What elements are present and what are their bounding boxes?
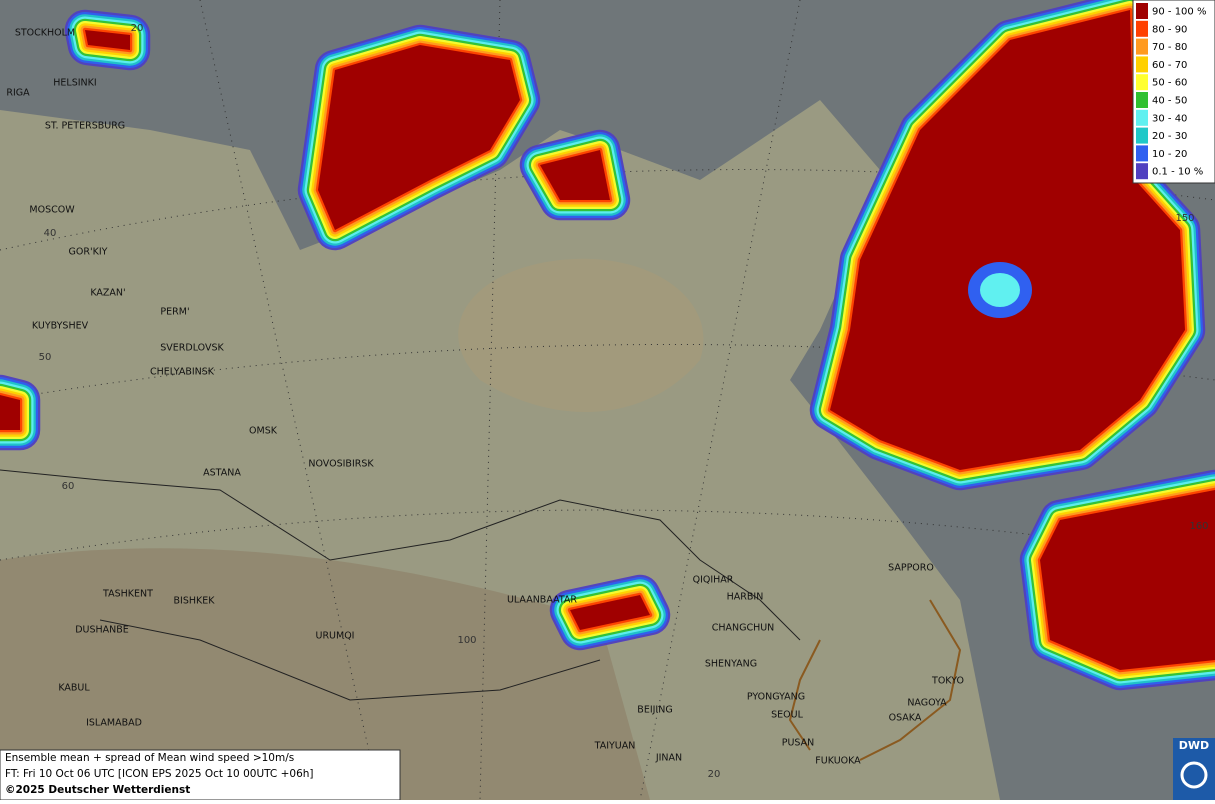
graticule-label: 20 (708, 769, 721, 780)
legend-swatch (1136, 3, 1148, 19)
graticule-label: 100 (457, 635, 476, 646)
legend-label: 50 - 60 (1152, 78, 1187, 89)
wind-field (0, 10, 1215, 670)
city-label: TOKYO (931, 676, 964, 687)
legend-label: 90 - 100 % (1152, 7, 1206, 18)
city-label: PYONGYANG (747, 692, 805, 703)
city-label: BISHKEK (174, 596, 216, 607)
city-label: KUYBYSHEV (32, 321, 89, 332)
city-label: ISLAMABAD (86, 718, 142, 729)
city-label: KAZAN' (90, 288, 125, 299)
city-label: ULAANBAATAR (507, 595, 577, 606)
city-label: CHANGCHUN (712, 623, 775, 634)
wind-band (0, 395, 20, 430)
graticule-label: 40 (44, 228, 57, 239)
graticule-label: 160 (1189, 521, 1208, 532)
city-label: HELSINKI (53, 78, 96, 89)
city-label: FUKUOKA (815, 756, 861, 767)
coastline (788, 599, 962, 761)
city-label: NAGOYA (907, 698, 947, 709)
city-label: PERM' (160, 307, 189, 318)
city-label: URUMQI (316, 631, 355, 642)
legend-swatch (1136, 163, 1148, 180)
legend-swatch (1136, 38, 1148, 55)
city-label: OMSK (249, 426, 278, 437)
city-label: HARBIN (727, 592, 764, 603)
info-line: Ensemble mean + spread of Mean wind spee… (5, 752, 294, 764)
calm-eye-inner (980, 273, 1020, 307)
logo-box (1173, 738, 1215, 800)
borders (0, 469, 801, 701)
legend-label: 30 - 40 (1152, 113, 1187, 124)
city-label: SHENYANG (705, 659, 757, 670)
city-label: BEIJING (637, 705, 672, 716)
city-label: NOVOSIBIRSK (308, 459, 374, 470)
legend-label: 10 - 20 (1152, 149, 1187, 160)
info-line: FT: Fri 10 Oct 06 UTC [ICON EPS 2025 Oct… (5, 768, 314, 780)
legend-label: 60 - 70 (1152, 60, 1187, 71)
city-label: SAPPORO (888, 563, 934, 574)
city-label: RIGA (6, 88, 30, 99)
legend-swatch (1136, 20, 1148, 37)
legend: 90 - 100 % 80 - 90 70 - 80 60 - 70 50 - 60 40… (1132, 0, 1215, 184)
city-label: QIQIHAR (693, 575, 734, 586)
highlands (458, 258, 704, 413)
logo: DWD (1179, 739, 1209, 752)
graticule-label: 60 (62, 481, 75, 492)
city-label: GOR'KIY (69, 247, 108, 258)
legend-swatch (1136, 145, 1148, 162)
legend-label: 70 - 80 (1152, 42, 1187, 53)
graticule-label: 20 (131, 23, 144, 34)
city-label: TAIYUAN (594, 741, 636, 752)
legend-label: 80 - 90 (1152, 24, 1187, 35)
legend-swatch (1136, 74, 1148, 91)
city-label: JINAN (655, 753, 682, 764)
city-label: PUSAN (782, 738, 815, 749)
city-label: SVERDLOVSK (160, 343, 224, 354)
city-label: ST. PETERSBURG (45, 121, 125, 132)
city-label: TASHKENT (102, 589, 153, 600)
legend-label: 40 - 50 (1152, 96, 1187, 107)
city-label: DUSHANBE (75, 625, 129, 636)
legend-label: 20 - 30 (1152, 131, 1187, 142)
legend-swatch (1136, 92, 1148, 108)
city-label: SEOUL (771, 710, 803, 721)
graticule-label: 150 (1175, 213, 1194, 224)
city-label: ASTANA (203, 468, 241, 479)
city-label: CHELYABINSK (150, 367, 215, 378)
city-label: KABUL (58, 683, 90, 694)
city-label: STOCKHOLM (15, 28, 75, 39)
legend-swatch (1136, 56, 1148, 73)
city-label: MOSCOW (29, 205, 75, 216)
city-label: OSAKA (889, 713, 922, 724)
legend-label: 0.1 - 10 % (1152, 167, 1203, 178)
graticule-label: 50 (39, 352, 52, 363)
copyright: ©2025 Deutscher Wetterdienst (5, 784, 190, 796)
mountains (0, 548, 650, 800)
legend-swatch (1136, 127, 1148, 144)
logo-icon (1180, 761, 1208, 789)
legend-swatch (1136, 109, 1148, 126)
